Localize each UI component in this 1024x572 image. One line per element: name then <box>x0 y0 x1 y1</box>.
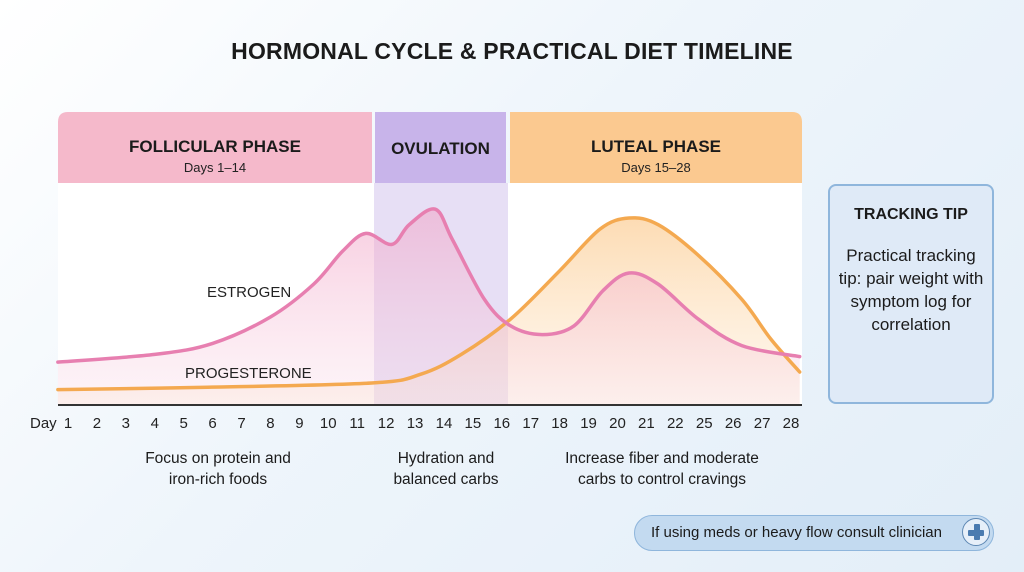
x-tick-label: 28 <box>783 415 800 432</box>
x-tick-label: 1 <box>64 415 72 432</box>
x-tick-label: 18 <box>551 415 568 432</box>
diet-tip-line: iron-rich foods <box>168 471 268 488</box>
diet-tip-line: Increase fiber and moderate <box>565 450 759 467</box>
phase-name: OVULATION <box>391 139 490 158</box>
clinician-note-text: If using meds or heavy flow consult clin… <box>651 524 942 541</box>
x-tick-label: 10 <box>320 415 337 432</box>
series-label-progesterone: PROGESTERONE <box>185 365 312 382</box>
line-estrogen <box>56 207 802 364</box>
x-tick-label: 12 <box>378 415 395 432</box>
series-label-estrogen: ESTROGEN <box>207 284 291 301</box>
phase-header-1 <box>375 112 506 183</box>
x-tick-label: 22 <box>667 415 684 432</box>
tracking-tip-card: TRACKING TIP Practical tracking tip: pai… <box>828 184 994 404</box>
diet-tip-follicular: Focus on protein and iron-rich foods <box>118 448 318 490</box>
page-title: HORMONAL CYCLE & PRACTICAL DIET TIMELINE <box>231 38 793 64</box>
x-tick-label: 20 <box>609 415 626 432</box>
x-tick-label: 27 <box>754 415 771 432</box>
phase-days: Days 15–28 <box>621 160 690 175</box>
phase-days: Days 1–14 <box>184 160 246 175</box>
x-tick-label: 2 <box>93 415 101 432</box>
diet-tip-luteal: Increase fiber and moderate carbs to con… <box>532 448 792 490</box>
diet-tip-line: Hydration and <box>397 450 495 467</box>
x-tick-label: 8 <box>266 415 274 432</box>
x-tick-label: 16 <box>493 415 510 432</box>
diet-tip-line: carbs to control cravings <box>578 471 746 488</box>
phase-name: FOLLICULAR PHASE <box>129 137 301 156</box>
x-tick-label: 11 <box>349 415 365 432</box>
x-tick-label: 25 <box>696 415 713 432</box>
phase-name: LUTEAL PHASE <box>591 137 721 156</box>
x-tick-label: 4 <box>151 415 159 432</box>
area-estrogen <box>57 208 800 405</box>
phase-header-0 <box>58 112 372 183</box>
x-tick-label: 13 <box>407 415 424 432</box>
x-tick-label: 15 <box>465 415 482 432</box>
x-tick-label: 19 <box>580 415 597 432</box>
x-tick-label: 7 <box>237 415 245 432</box>
tracking-tip-body: Practical tracking tip: pair weight with… <box>838 246 984 334</box>
phase-header-2 <box>510 112 802 183</box>
x-tick-label: 14 <box>436 415 453 432</box>
x-tick-label: 3 <box>122 415 130 432</box>
diet-tip-line: Focus on protein and <box>145 450 291 467</box>
x-tick-label: 9 <box>295 415 303 432</box>
diet-tip-line: balanced carbs <box>393 471 499 488</box>
line-progesterone <box>56 216 802 392</box>
x-tick-label: 26 <box>725 415 742 432</box>
x-tick-label: 21 <box>638 415 655 432</box>
x-tick-label: 6 <box>208 415 216 432</box>
x-tick-label: 17 <box>522 415 539 432</box>
tracking-tip-title: TRACKING TIP <box>854 206 968 223</box>
medical-cross-icon[interactable] <box>962 518 990 546</box>
x-axis-label: Day <box>30 415 57 432</box>
x-tick-label: 5 <box>180 415 188 432</box>
diet-tip-ovulation: Hydration and balanced carbs <box>366 448 526 490</box>
clinician-note: If using meds or heavy flow consult clin… <box>634 515 994 551</box>
